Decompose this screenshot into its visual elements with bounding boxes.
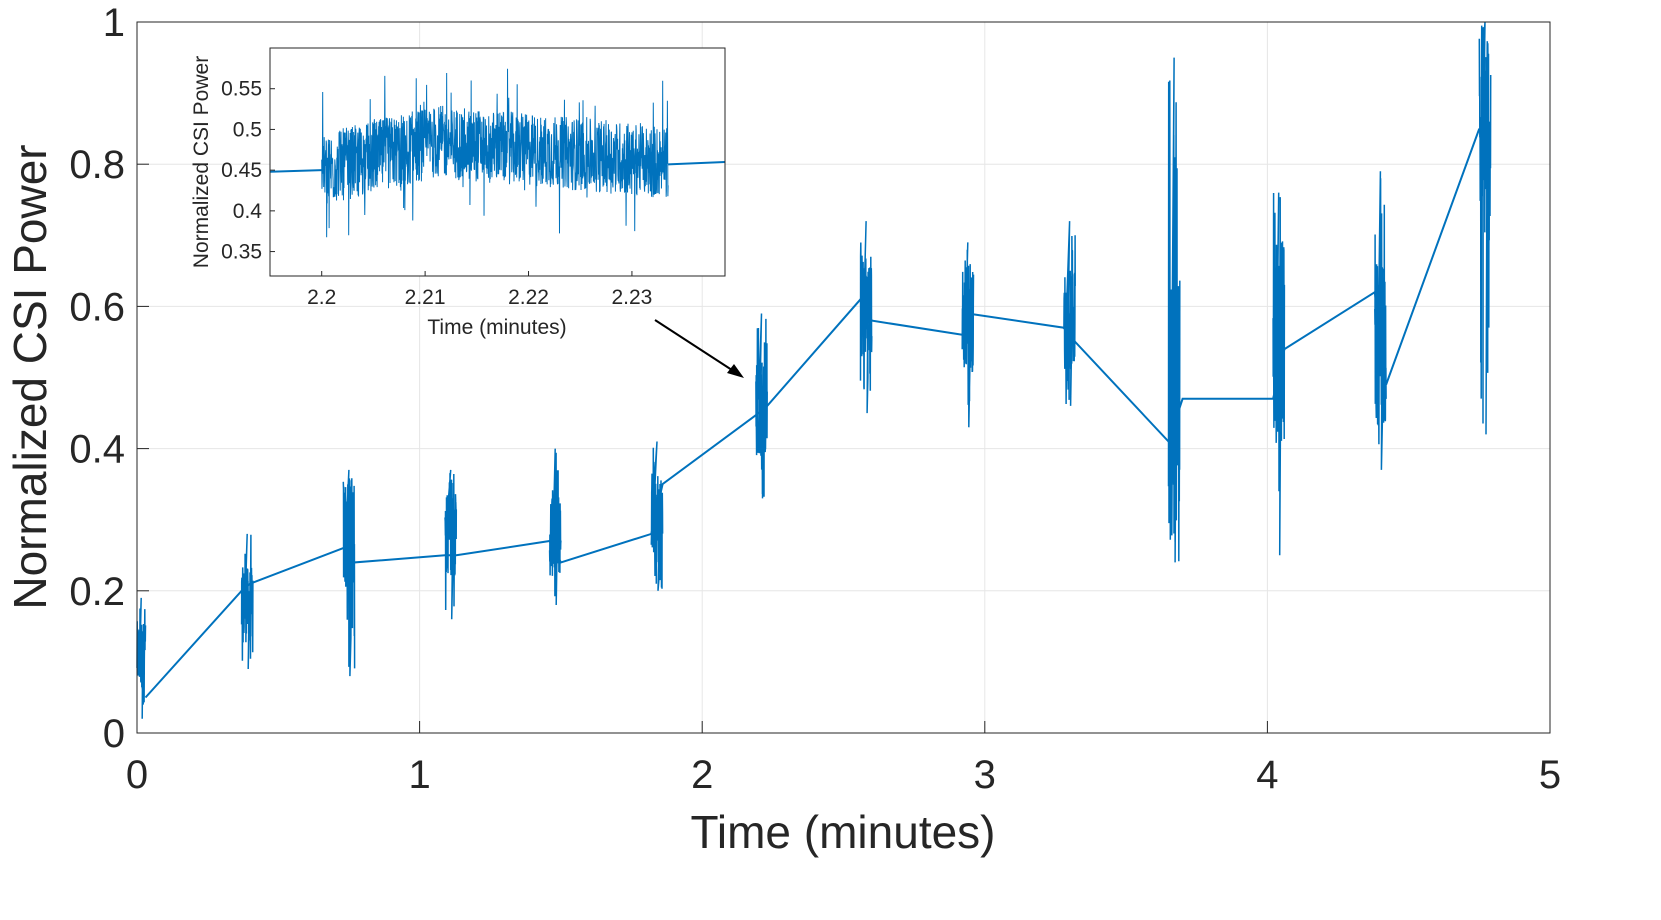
main-y-tick-label: 0 <box>103 712 125 756</box>
inset-y-tick-label: 0.55 <box>221 78 262 101</box>
main-data-burst <box>755 313 768 499</box>
main-data-burst <box>136 597 147 719</box>
main-y-axis-title: Normalized CSI Power <box>4 144 56 609</box>
main-y-tick-label: 0.2 <box>69 570 125 614</box>
main-x-tick-label: 4 <box>1256 753 1278 797</box>
inset-x-tick-label: 2.21 <box>405 286 446 309</box>
main-y-tick-label: 0.6 <box>69 285 125 329</box>
main-data-burst <box>1478 21 1492 435</box>
main-data-burst <box>548 448 562 606</box>
main-y-tick-label: 1 <box>103 1 125 45</box>
main-data-burst <box>1167 57 1181 563</box>
main-data-burst <box>1272 192 1286 556</box>
main-x-tick-label: 2 <box>691 753 713 797</box>
main-data-burst <box>342 469 356 677</box>
inset-y-tick-label: 0.35 <box>221 241 262 264</box>
main-x-tick-label: 0 <box>126 753 148 797</box>
main-data-burst <box>1374 171 1387 470</box>
main-data-burst <box>961 242 975 428</box>
main-data-burst <box>650 441 664 591</box>
main-ticks: 0 1 2 3 4 5 0 0.2 0.4 0.6 0.8 1 <box>69 1 1561 797</box>
main-connecting-line <box>144 128 1481 699</box>
inset-x-axis-title: Time (minutes) <box>427 316 566 339</box>
main-data-burst <box>859 221 873 414</box>
inset-x-tick-label: 2.2 <box>307 286 336 309</box>
main-x-tick-label: 3 <box>974 753 996 797</box>
inset-y-tick-label: 0.45 <box>221 159 262 182</box>
inset-lead-line <box>269 169 322 173</box>
inset-y-tick-label: 0.4 <box>233 200 263 223</box>
main-y-tick-label: 0.4 <box>69 428 125 472</box>
main-data-burst <box>444 469 458 620</box>
inset-ticks: 2.2 2.21 2.22 2.23 0.35 0.4 0.45 0.5 0.55 <box>221 78 652 309</box>
inset-series <box>269 68 726 238</box>
inset-y-axis-title: Normalized CSI Power <box>190 56 213 268</box>
main-y-tick-label: 0.8 <box>69 143 125 187</box>
inset-plot-frame <box>269 47 726 277</box>
inset-y-tick-label: 0.5 <box>233 118 262 141</box>
main-data-burst <box>240 533 254 670</box>
main-series <box>136 21 1492 719</box>
main-data-burst <box>1063 221 1076 406</box>
inset-noise-band <box>321 68 669 238</box>
annotation-arrow <box>654 319 744 378</box>
inset-trail-line <box>668 161 726 166</box>
main-plot-frame <box>136 21 1551 734</box>
inset-x-tick-label: 2.22 <box>508 286 549 309</box>
main-x-tick-label: 1 <box>408 753 430 797</box>
main-x-tick-label: 5 <box>1539 753 1561 797</box>
main-x-axis-title: Time (minutes) <box>691 806 996 858</box>
inset-x-tick-label: 2.23 <box>611 286 652 309</box>
